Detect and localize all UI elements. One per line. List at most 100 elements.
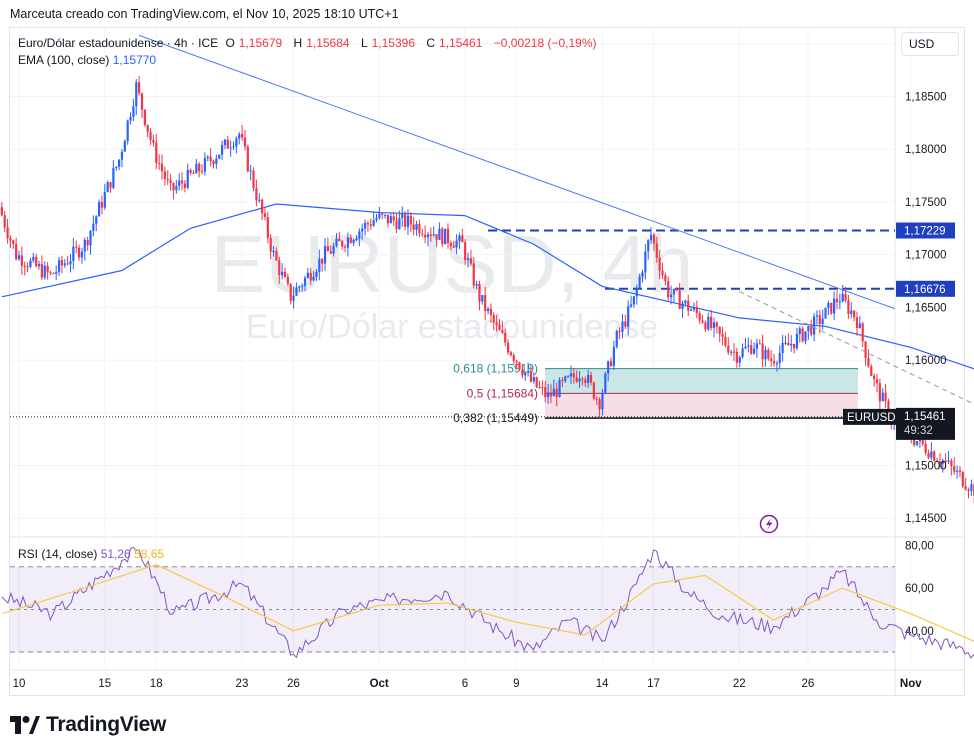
candle-up [301,285,304,287]
candle-down [770,358,773,361]
current-price-text: 1,15461 [904,411,946,423]
candle-down [718,326,721,334]
candle-down [326,246,329,252]
candle-down [787,342,790,346]
time-tick-label: 26 [287,678,300,690]
candle-down [927,452,930,458]
candle-up [681,303,684,309]
horizontal-levels[interactable] [10,229,895,418]
candle-up [132,106,135,117]
candle-down [572,373,575,378]
candle-down [226,139,229,149]
candle-up [238,134,241,139]
candle-up [401,213,404,218]
fibonacci-retracement[interactable]: 0,618 (1,15919)0,5 (1,15684)0,382 (1,154… [453,362,858,426]
trendlines[interactable] [138,34,974,497]
candle-down [409,215,412,225]
candle-up [669,294,673,298]
candle-up [361,228,364,232]
candle-down [535,377,538,387]
candle-down [964,486,967,490]
time-tick-label: 22 [733,678,746,690]
candle-up [303,277,307,286]
candle-down [492,314,495,323]
candle-up [481,295,484,302]
candle-up [475,283,478,286]
candle-down [60,260,64,266]
candle-up [604,373,607,393]
candle-up [249,170,252,172]
candle-down [198,163,201,172]
candle-down [878,383,881,402]
candle-down [469,258,472,264]
candle-up [323,246,327,264]
candle-up [815,315,819,317]
time-tick-label: Nov [900,678,922,690]
candle-up [378,213,381,218]
fib-zone-618 [545,368,858,394]
candle-up [332,246,335,254]
candle-up [738,356,741,363]
symbol-tag [843,408,896,425]
level-price-tag-text: 1,16676 [904,284,946,296]
candle-down [452,245,455,248]
candle-up [363,222,367,229]
candle-down [149,131,152,141]
candle-up [858,323,861,328]
candle-up [57,260,61,272]
candle-down [246,146,249,172]
candle-down [40,264,43,278]
candle-up [833,298,836,314]
candle-down [66,263,69,265]
candle-up [352,240,355,243]
candle-up [295,287,298,296]
flash-icon[interactable] [759,514,779,534]
candle-up [72,246,75,262]
candle-up [83,239,86,252]
candle-down [873,375,876,380]
candle-down [853,310,856,318]
candle-down [341,241,344,247]
candle-down [160,163,164,172]
fib-level-label: 0,5 (1,15684) [467,386,538,400]
ema-line [1,203,974,370]
candle-down [818,315,821,325]
candle-up [466,258,470,260]
candle-down [584,379,587,383]
ema-legend[interactable]: EMA (100, close) 1,15770 [18,53,156,67]
candle-down [46,265,49,273]
currency-button[interactable]: USD [901,32,959,56]
candle-up [601,392,604,410]
candle-down [950,460,953,467]
candle-down [518,362,521,370]
watermark-line1: EURUSD, 4h [210,219,693,310]
candle-down [289,283,292,301]
candle-up [55,271,58,274]
candle-up [804,331,807,342]
time-tick-label: 14 [596,678,609,690]
candle-down [750,345,753,354]
candle-down [864,341,867,359]
candle-down [421,233,424,235]
time-tick-label: Oct [370,678,389,690]
candle-down [870,366,873,376]
candle-up [532,377,535,382]
candle-up [458,235,461,241]
rsi-legend[interactable]: RSI (14, close) 51,26 58,65 [18,547,164,561]
candle-down [166,179,169,181]
candle-up [672,288,676,295]
candle-up [567,376,570,378]
candle-up [850,310,853,314]
candle-up [383,214,387,216]
candle-up [684,300,687,304]
candle-up [178,180,181,186]
candle-up [426,234,430,238]
candle-up [97,202,101,217]
candle-up [175,185,178,191]
candle-up [129,116,132,121]
candle-up [812,316,816,335]
candle-down [77,247,81,258]
time-axis[interactable]: 1015182326Oct6914172226Nov6111419 [13,678,974,690]
price-tick-label: 1,17500 [905,197,947,209]
